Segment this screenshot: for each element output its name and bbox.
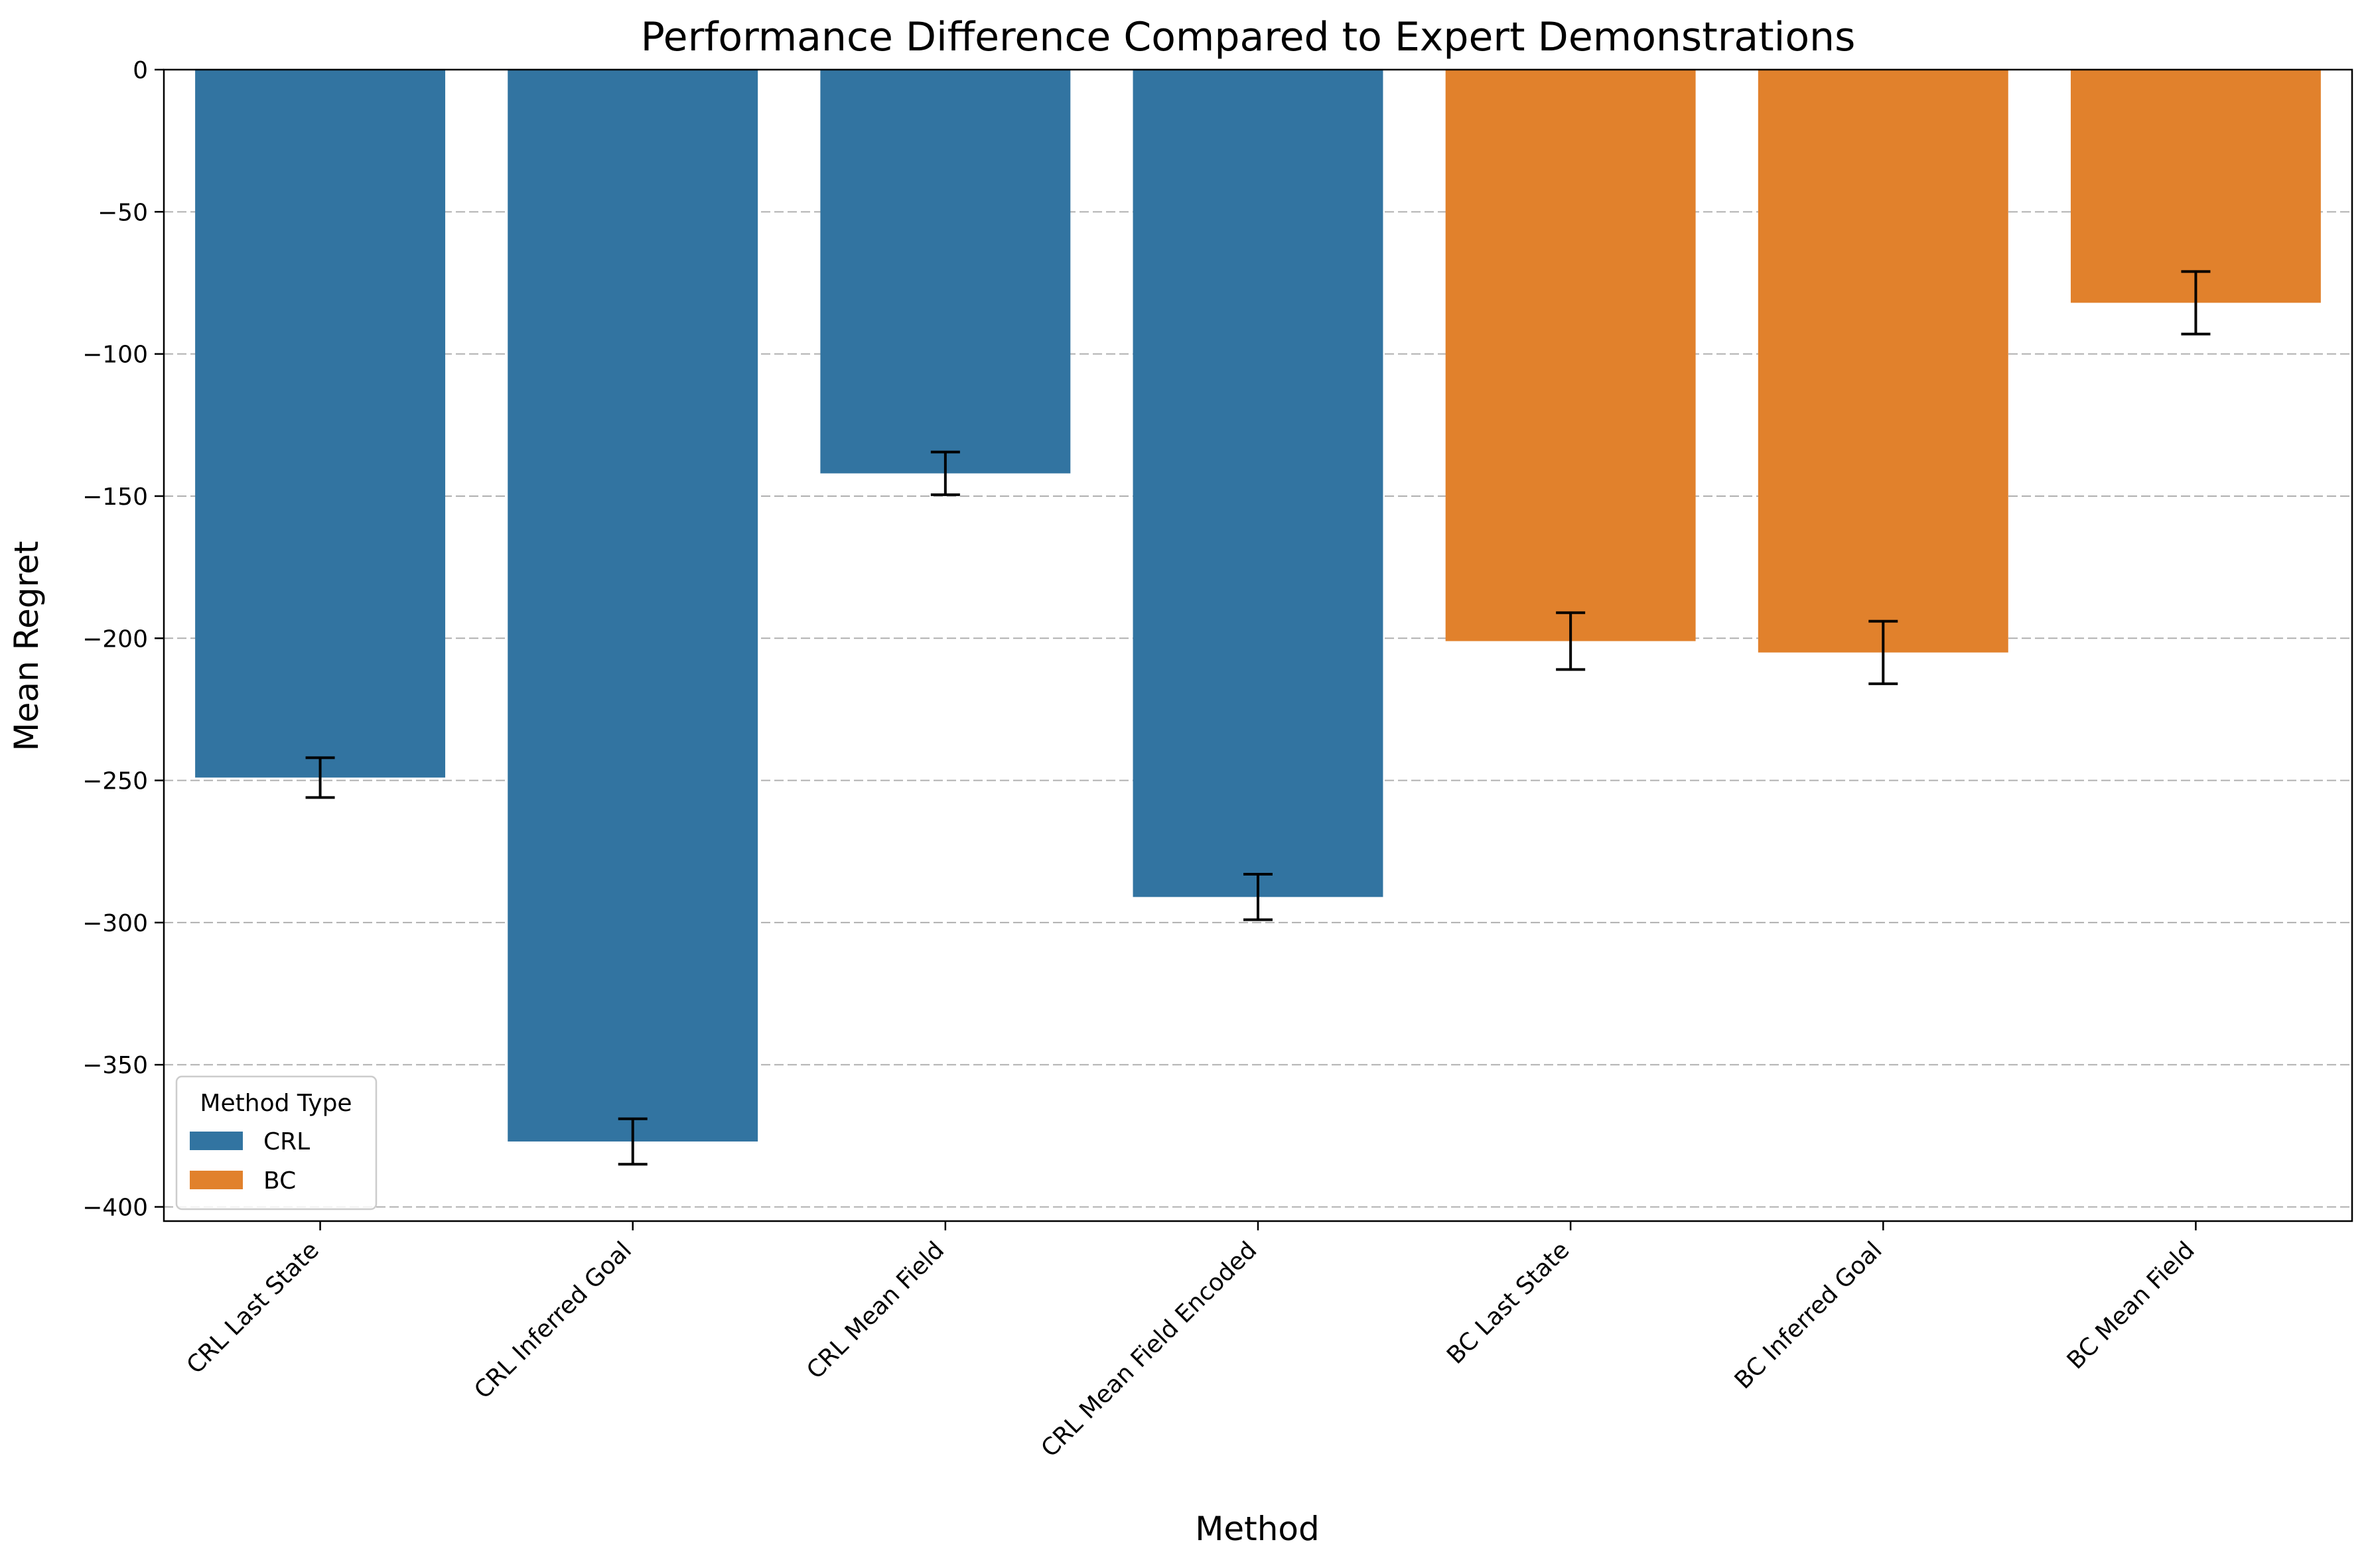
bar-crl-inferred-goal [508, 70, 758, 1142]
legend: Method Type CRL BC [175, 1075, 378, 1210]
bar-bc-last-state [1445, 70, 1696, 641]
y-axis-ticks: 0 −50 −100 −150 −200 −250 −300 −350 −400 [82, 57, 164, 1222]
chart-title: Performance Difference Compared to Exper… [641, 14, 1856, 60]
y-axis-label: Mean Regret [7, 541, 46, 751]
y-tick-label: −100 [82, 342, 148, 369]
bar-bc-mean-field [2070, 70, 2321, 303]
y-tick-label: −50 [98, 199, 148, 226]
bar-crl-mean-field [820, 70, 1071, 474]
legend-swatch-crl [190, 1132, 243, 1150]
y-tick-label: −250 [82, 768, 148, 795]
bar-crl-mean-field-encoded [1133, 70, 1383, 897]
error-bars [305, 270, 2211, 1166]
legend-title: Method Type [200, 1090, 352, 1117]
y-tick-label: −350 [82, 1052, 148, 1079]
y-tick-label: 0 [133, 57, 148, 84]
y-tick-label: −400 [82, 1195, 148, 1222]
bar-bc-inferred-goal [1758, 70, 2008, 653]
y-tick-label: −200 [82, 625, 148, 653]
bar-crl-last-state [195, 70, 446, 778]
bars [195, 70, 2321, 1142]
y-tick-label: −150 [82, 484, 148, 511]
x-axis-label: Method [1195, 1510, 1320, 1548]
legend-swatch-bc [190, 1171, 243, 1189]
legend-label-crl: CRL [263, 1128, 310, 1155]
y-tick-label: −300 [82, 910, 148, 937]
legend-label-bc: BC [263, 1167, 296, 1195]
